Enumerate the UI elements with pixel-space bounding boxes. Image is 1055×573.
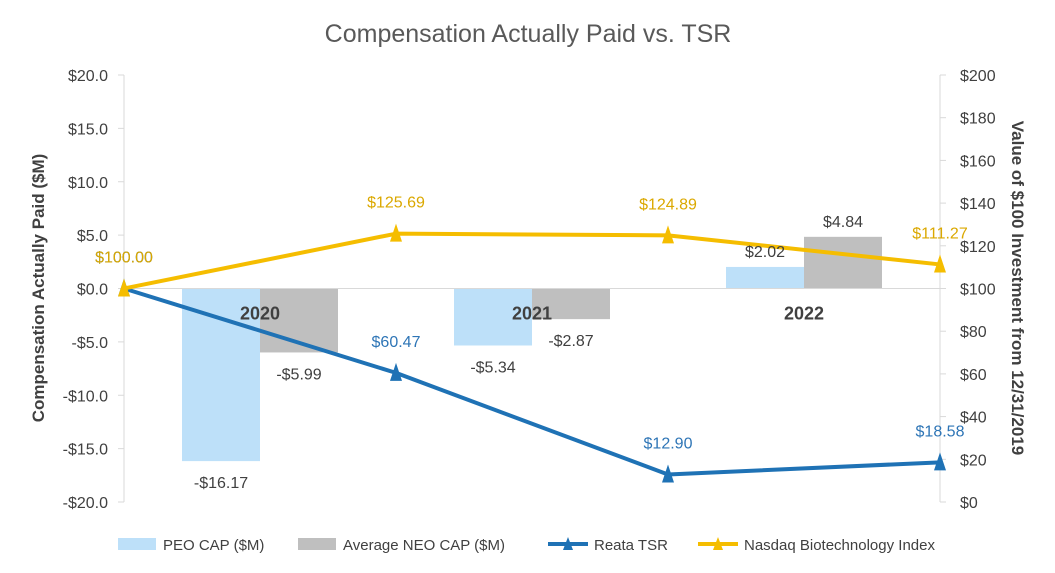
bar-peo-2021 [454,288,532,346]
line-data-label: $100.00 [95,250,153,267]
marker-reata-2022 [934,452,946,471]
category-label: 2021 [512,304,552,324]
category-label: 2022 [784,304,824,324]
right-tick-label: $140 [960,196,996,213]
right-tick-label: $60 [960,367,987,384]
bar-data-label: $4.84 [823,214,863,231]
bar-data-label: $2.02 [745,244,785,261]
right-tick-label: $120 [960,239,996,256]
line-data-label: $111.27 [912,225,968,242]
marker-nasdaq-2020 [390,223,402,242]
line-data-label: $12.90 [644,435,693,452]
legend-swatch [118,538,156,550]
bar-data-label: -$5.99 [276,366,321,383]
legend-label: Nasdaq Biotechnology Index [744,537,935,554]
right-axis-title: Value of $100 Investment from 12/31/2019 [1008,121,1027,456]
marker-reata-2020 [390,362,402,381]
line-data-label: $125.69 [367,195,425,212]
legend-label: PEO CAP ($M) [163,537,264,554]
data-labels: -$16.17 -$5.99 -$5.34 -$2.87 $2.02 $4.84 $100.… [95,195,968,492]
line-data-label: $18.58 [916,423,965,440]
line-data-label: $100.00 [95,250,153,267]
category-label: 2020 [240,304,280,324]
right-tick-label: $200 [960,68,996,85]
marker-nasdaq-2019 [118,278,130,297]
bar-group [182,236,882,462]
chart-title: Compensation Actually Paid vs. TSR [325,20,732,48]
left-tick-label: $0.0 [77,282,108,299]
left-tick-label: -$10.0 [63,388,108,405]
marker-nasdaq-2022 [934,254,946,273]
marker-reata-2021 [662,464,674,483]
bar-data-label: -$5.34 [470,360,515,377]
right-tick-label: $20 [960,452,987,469]
right-axis: $0 $20 $40 $60 $80 $100 $120 $140 $160 $180 $200 [939,68,996,512]
legend-marker [563,537,573,550]
right-tick-label: $160 [960,153,996,170]
right-tick-label: $80 [960,324,987,341]
right-tick-label: $100 [960,282,996,299]
left-tick-label: $15.0 [68,121,108,138]
legend-label: Reata TSR [594,537,668,554]
left-axis-title: Compensation Actually Paid ($M) [29,154,48,423]
line-nasdaq-biotech [123,231,941,291]
line-data-label: $60.47 [372,334,421,351]
right-tick-label: $0 [960,495,978,512]
right-tick-label: $40 [960,410,987,427]
left-tick-label: $10.0 [68,175,108,192]
legend-swatch [298,538,336,550]
legend-label: Average NEO CAP ($M) [343,537,505,554]
legend: PEO CAP ($M) Average NEO CAP ($M) Reata TS… [118,537,935,554]
bar-neo-2021 [532,288,610,320]
bar-neo-2022 [804,236,882,289]
left-tick-label: -$15.0 [63,442,108,459]
line-data-label: $124.89 [639,196,697,213]
bar-peo-2022 [726,266,804,289]
right-tick-label: $180 [960,111,996,128]
left-tick-label: $5.0 [77,228,108,245]
bar-data-label: -$16.17 [194,475,248,492]
left-axis: -$20.0 -$15.0 -$10.0 -$5.0 $0.0 $5.0 $10.0 $15.… [63,68,125,512]
category-labels: 2020 2021 2022 [240,304,824,324]
bar-data-label: -$2.87 [548,333,593,350]
line-group [118,223,946,483]
marker-nasdaq-2021 [662,225,674,244]
left-tick-label: -$20.0 [63,495,108,512]
legend-marker [713,537,723,550]
line-reata-tsr [123,286,941,477]
left-tick-label: -$5.0 [72,335,109,352]
left-tick-label: $20.0 [68,68,108,85]
